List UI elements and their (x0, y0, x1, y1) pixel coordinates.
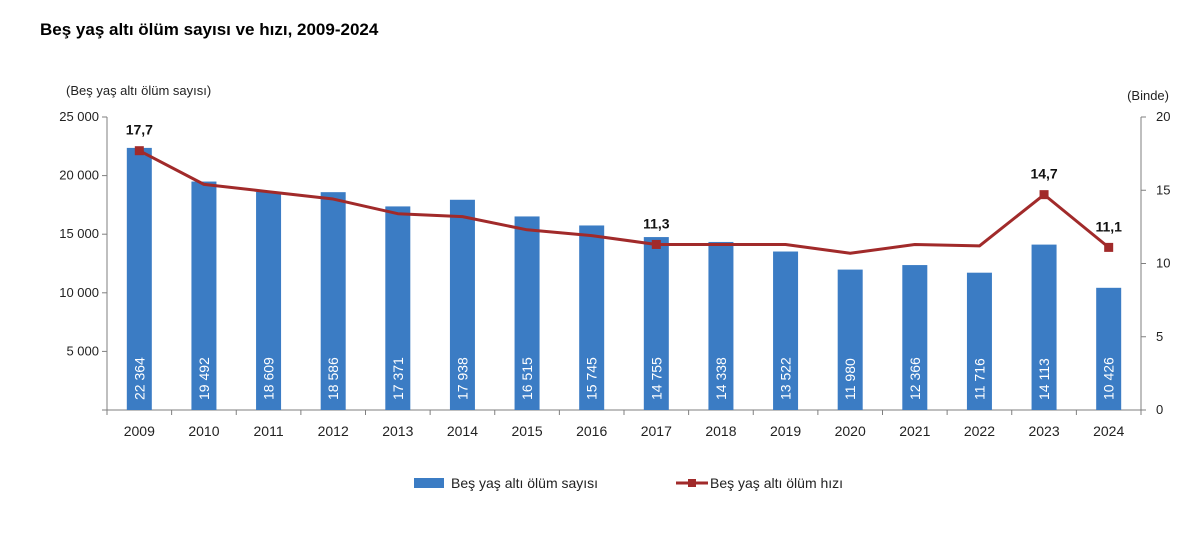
bar-value-label: 13 522 (778, 357, 794, 400)
bar (1096, 287, 1122, 410)
bar-value-label: 11 716 (971, 358, 987, 400)
legend-bar-swatch (414, 478, 444, 488)
bar (579, 225, 605, 410)
bar (966, 272, 992, 410)
x-tick-label: 2019 (770, 423, 801, 439)
bar-value-label: 18 609 (261, 357, 277, 400)
x-tick-label: 2009 (124, 423, 155, 439)
bar-value-label: 15 745 (584, 357, 600, 400)
x-tick-label: 2014 (447, 423, 478, 439)
rate-point-label: 14,7 (1030, 166, 1057, 182)
left-tick-label: 5 000 (66, 343, 99, 358)
bar-value-label: 14 338 (713, 357, 729, 400)
rate-point-marker (1104, 242, 1114, 252)
rate-point-label: 11,3 (643, 215, 670, 231)
legend-line-label: Beş yaş altı ölüm hızı (710, 475, 843, 491)
bar-value-label: 14 113 (1036, 358, 1052, 400)
chart-title: Beş yaş altı ölüm sayısı ve hızı, 2009-2… (40, 20, 379, 39)
x-tick-label: 2016 (576, 423, 607, 439)
line-group (134, 146, 1114, 255)
bar (191, 181, 217, 410)
bar (385, 206, 411, 410)
bar (126, 147, 152, 410)
bar-value-label: 11 980 (842, 358, 858, 400)
rate-point-marker (651, 239, 661, 249)
x-tick-label: 2020 (835, 423, 866, 439)
rate-point-marker (134, 146, 144, 156)
bar-value-label: 10 426 (1101, 357, 1117, 400)
rate-point-label: 17,7 (126, 122, 153, 138)
bar-value-label: 22 364 (131, 357, 147, 400)
x-tick-label: 2022 (964, 423, 995, 439)
legend-line-marker (688, 479, 696, 487)
bar (320, 192, 346, 410)
x-tick-label: 2011 (254, 423, 284, 439)
left-axis-label: (Beş yaş altı ölüm sayısı) (66, 83, 211, 98)
right-tick-label: 0 (1156, 402, 1163, 417)
rate-point-marker (1039, 190, 1049, 200)
bar-value-label: 12 366 (907, 357, 923, 400)
legend-bar-label: Beş yaş altı ölüm sayısı (451, 475, 598, 491)
left-tick-label: 20 000 (59, 168, 99, 183)
x-tick-label: 2010 (188, 423, 219, 439)
rate-point-label: 11,1 (1095, 218, 1122, 234)
right-tick-label: 15 (1156, 182, 1170, 197)
right-axis-label: (Binde) (1127, 88, 1169, 103)
bar-value-label: 17 938 (454, 357, 470, 400)
bar (643, 237, 669, 410)
bar (708, 241, 734, 410)
x-tick-label: 2018 (705, 423, 736, 439)
x-tick-label: 2023 (1028, 423, 1059, 439)
right-tick-label: 5 (1156, 329, 1163, 344)
bar-value-label: 16 515 (519, 357, 535, 400)
rate-line (138, 149, 1110, 255)
bar (773, 251, 799, 410)
axes-group: 5 000 10 000 15 000 20 000 25 000 0 5 10 15 20 200… (59, 109, 1170, 439)
right-tick-label: 10 (1156, 256, 1170, 271)
bar-value-label: 18 586 (325, 357, 341, 400)
bar-value-label: 17 371 (390, 357, 406, 400)
bar-value-label: 14 755 (648, 357, 664, 400)
x-tick-label: 2024 (1093, 423, 1124, 439)
x-tick-label: 2013 (382, 423, 413, 439)
x-tick-label: 2015 (511, 423, 542, 439)
x-tick-label: 2017 (641, 423, 672, 439)
left-tick-label: 25 000 (59, 109, 99, 124)
left-tick-label: 10 000 (59, 285, 99, 300)
bar (449, 199, 475, 410)
bar (1031, 244, 1057, 410)
bar (256, 191, 282, 410)
bar-value-label: 19 492 (196, 357, 212, 400)
x-tick-label: 2012 (318, 423, 349, 439)
bar (902, 265, 928, 410)
labels-group: 17,7 11,3 14,7 11,1 (126, 122, 1122, 235)
bars-group: 22 364 19 492 18 609 18 586 17 371 17 938 16 5… (126, 147, 1122, 410)
bar (514, 216, 540, 410)
legend: Beş yaş altı ölüm sayısı Beş yaş altı öl… (414, 475, 843, 491)
bar (837, 269, 863, 410)
x-tick-label: 2021 (899, 423, 930, 439)
right-tick-label: 20 (1156, 109, 1170, 124)
left-tick-label: 15 000 (59, 226, 99, 241)
